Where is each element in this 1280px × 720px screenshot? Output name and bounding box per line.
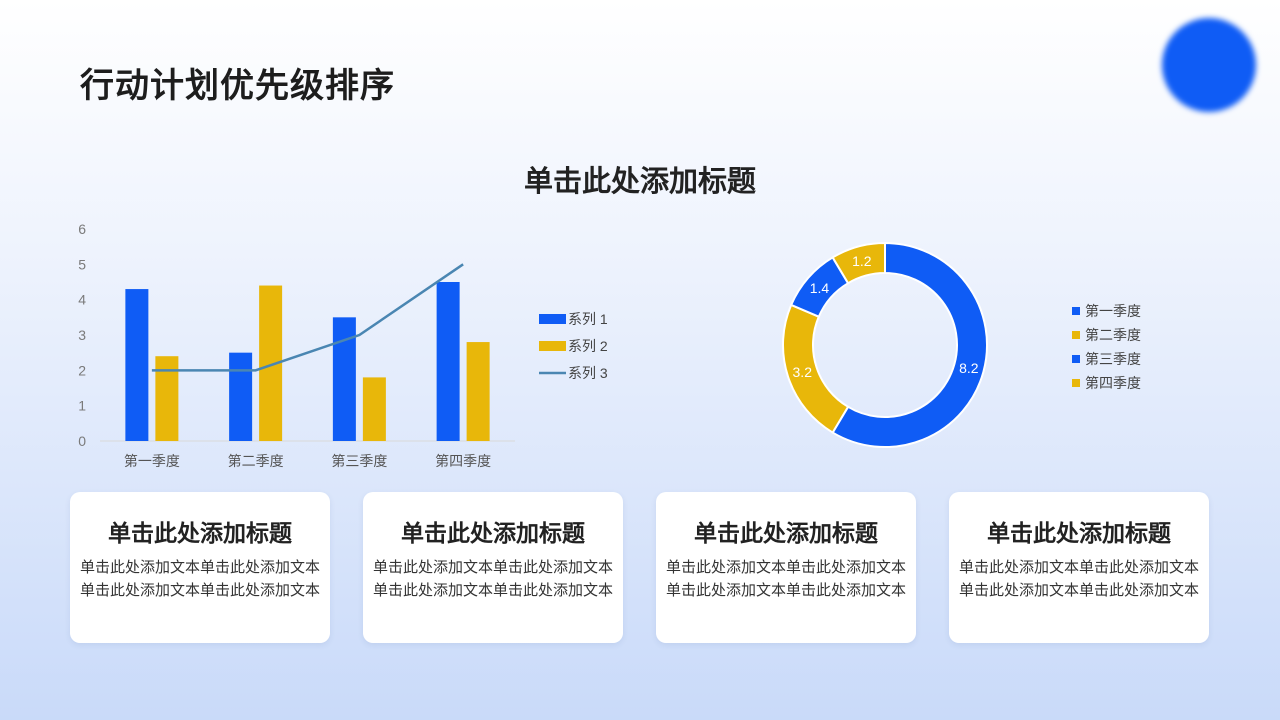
x-tick-label: 第二季度 <box>228 453 284 469</box>
legend-label: 第二季度 <box>1085 327 1141 343</box>
y-tick-label: 0 <box>78 433 86 449</box>
bar-series-1 <box>125 289 149 441</box>
legend-label: 系列 2 <box>568 338 608 354</box>
bar-series-1 <box>436 282 460 441</box>
info-card: 单击此处添加标题 单击此处添加文本单击此处添加文本单击此处添加文本单击此处添加文… <box>70 492 330 643</box>
legend-swatch <box>539 314 566 324</box>
y-tick-label: 3 <box>78 327 86 343</box>
legend-label: 第一季度 <box>1085 303 1141 319</box>
y-tick-label: 5 <box>78 256 86 272</box>
info-card: 单击此处添加标题 单击此处添加文本单击此处添加文本单击此处添加文本单击此处添加文… <box>363 492 623 643</box>
bar-series-2 <box>155 356 179 441</box>
legend-swatch <box>1072 355 1080 363</box>
x-tick-label: 第四季度 <box>435 453 491 469</box>
card-title: 单击此处添加标题 <box>987 521 1171 547</box>
y-tick-label: 4 <box>78 292 86 308</box>
chart-section-title: 单击此处添加标题 <box>523 164 756 198</box>
donut-value-label: 8.2 <box>959 360 979 376</box>
card-text: 单击此处添加文本单击此处添加文本单击此处添加文本单击此处添加文本 <box>666 558 907 599</box>
y-tick-label: 1 <box>78 398 86 414</box>
line-series-3 <box>151 263 464 372</box>
legend-swatch <box>1072 331 1080 339</box>
bar-series-2 <box>259 285 283 441</box>
y-tick-label: 6 <box>78 221 86 237</box>
decorative-blue-circle <box>1162 18 1256 112</box>
legend-label: 第三季度 <box>1085 351 1141 367</box>
x-tick-label: 第三季度 <box>331 453 387 469</box>
donut-value-label: 3.2 <box>793 364 813 380</box>
legend-swatch <box>1072 307 1080 315</box>
page-title: 行动计划优先级排序 <box>80 66 395 106</box>
card-text: 单击此处添加文本单击此处添加文本单击此处添加文本单击此处添加文本 <box>959 558 1200 599</box>
legend-label: 第四季度 <box>1085 375 1141 391</box>
donut-value-label: 1.2 <box>852 253 872 269</box>
bar-series-2 <box>362 377 386 441</box>
donut-value-label: 1.4 <box>810 280 830 296</box>
legend-label: 系列 3 <box>568 365 608 381</box>
card-title: 单击此处添加标题 <box>108 521 292 547</box>
info-card: 单击此处添加标题 单击此处添加文本单击此处添加文本单击此处添加文本单击此处添加文… <box>656 492 916 643</box>
card-title: 单击此处添加标题 <box>401 521 585 547</box>
card-text: 单击此处添加文本单击此处添加文本单击此处添加文本单击此处添加文本 <box>373 558 614 599</box>
legend-swatch <box>1072 379 1080 387</box>
donut-slice <box>831 241 886 285</box>
card-text: 单击此处添加文本单击此处添加文本单击此处添加文本单击此处添加文本 <box>80 558 321 599</box>
bar-series-1 <box>332 317 356 441</box>
donut-slice <box>831 241 988 448</box>
y-tick-label: 2 <box>78 362 86 378</box>
bar-series-2 <box>466 342 490 441</box>
card-title: 单击此处添加标题 <box>694 521 878 547</box>
bar-series-1 <box>229 352 253 441</box>
legend-swatch <box>539 341 566 351</box>
legend-label: 系列 1 <box>568 311 608 327</box>
info-card: 单击此处添加标题 单击此处添加文本单击此处添加文本单击此处添加文本单击此处添加文… <box>949 492 1209 643</box>
x-tick-label: 第一季度 <box>124 453 180 469</box>
